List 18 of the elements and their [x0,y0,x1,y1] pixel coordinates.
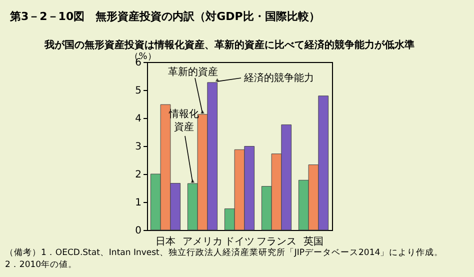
y-tick-label: 6 [135,58,142,68]
y-tick-label: 3 [135,142,142,152]
y-tick-label: 4 [135,114,142,124]
y-tick-label: 1 [135,198,142,208]
text: 革新的資産 [168,66,218,78]
text: （備考）1．OECD.Stat、Intan Invest、独立行政法人経済産業研究所「JIPデータベース2014」により作成。 [5,247,444,258]
x-tick-label: アメリカ [182,236,222,248]
series-label: 経済的競争能力 [243,72,314,84]
y-tick-label: 2 [135,170,142,180]
y-tick-label: 5 [135,86,142,96]
y-tick-label: 0 [135,226,142,236]
text: 2．2010年の値。 [5,259,78,270]
chart-title: 第3－2－10図 無形資産投資の内訳（対GDP比・国際比較） [9,10,320,23]
x-tick-label: 日本 [156,236,176,248]
x-tick-label: 英国 [304,236,324,248]
x-tick-label: ドイツ [224,236,254,248]
chart-subtitle: 我が国の無形資産投資は情報化資産、革新的資産に比べて経済的競争能力が低水準 [44,39,414,51]
x-tick-label: フランス [256,236,296,248]
